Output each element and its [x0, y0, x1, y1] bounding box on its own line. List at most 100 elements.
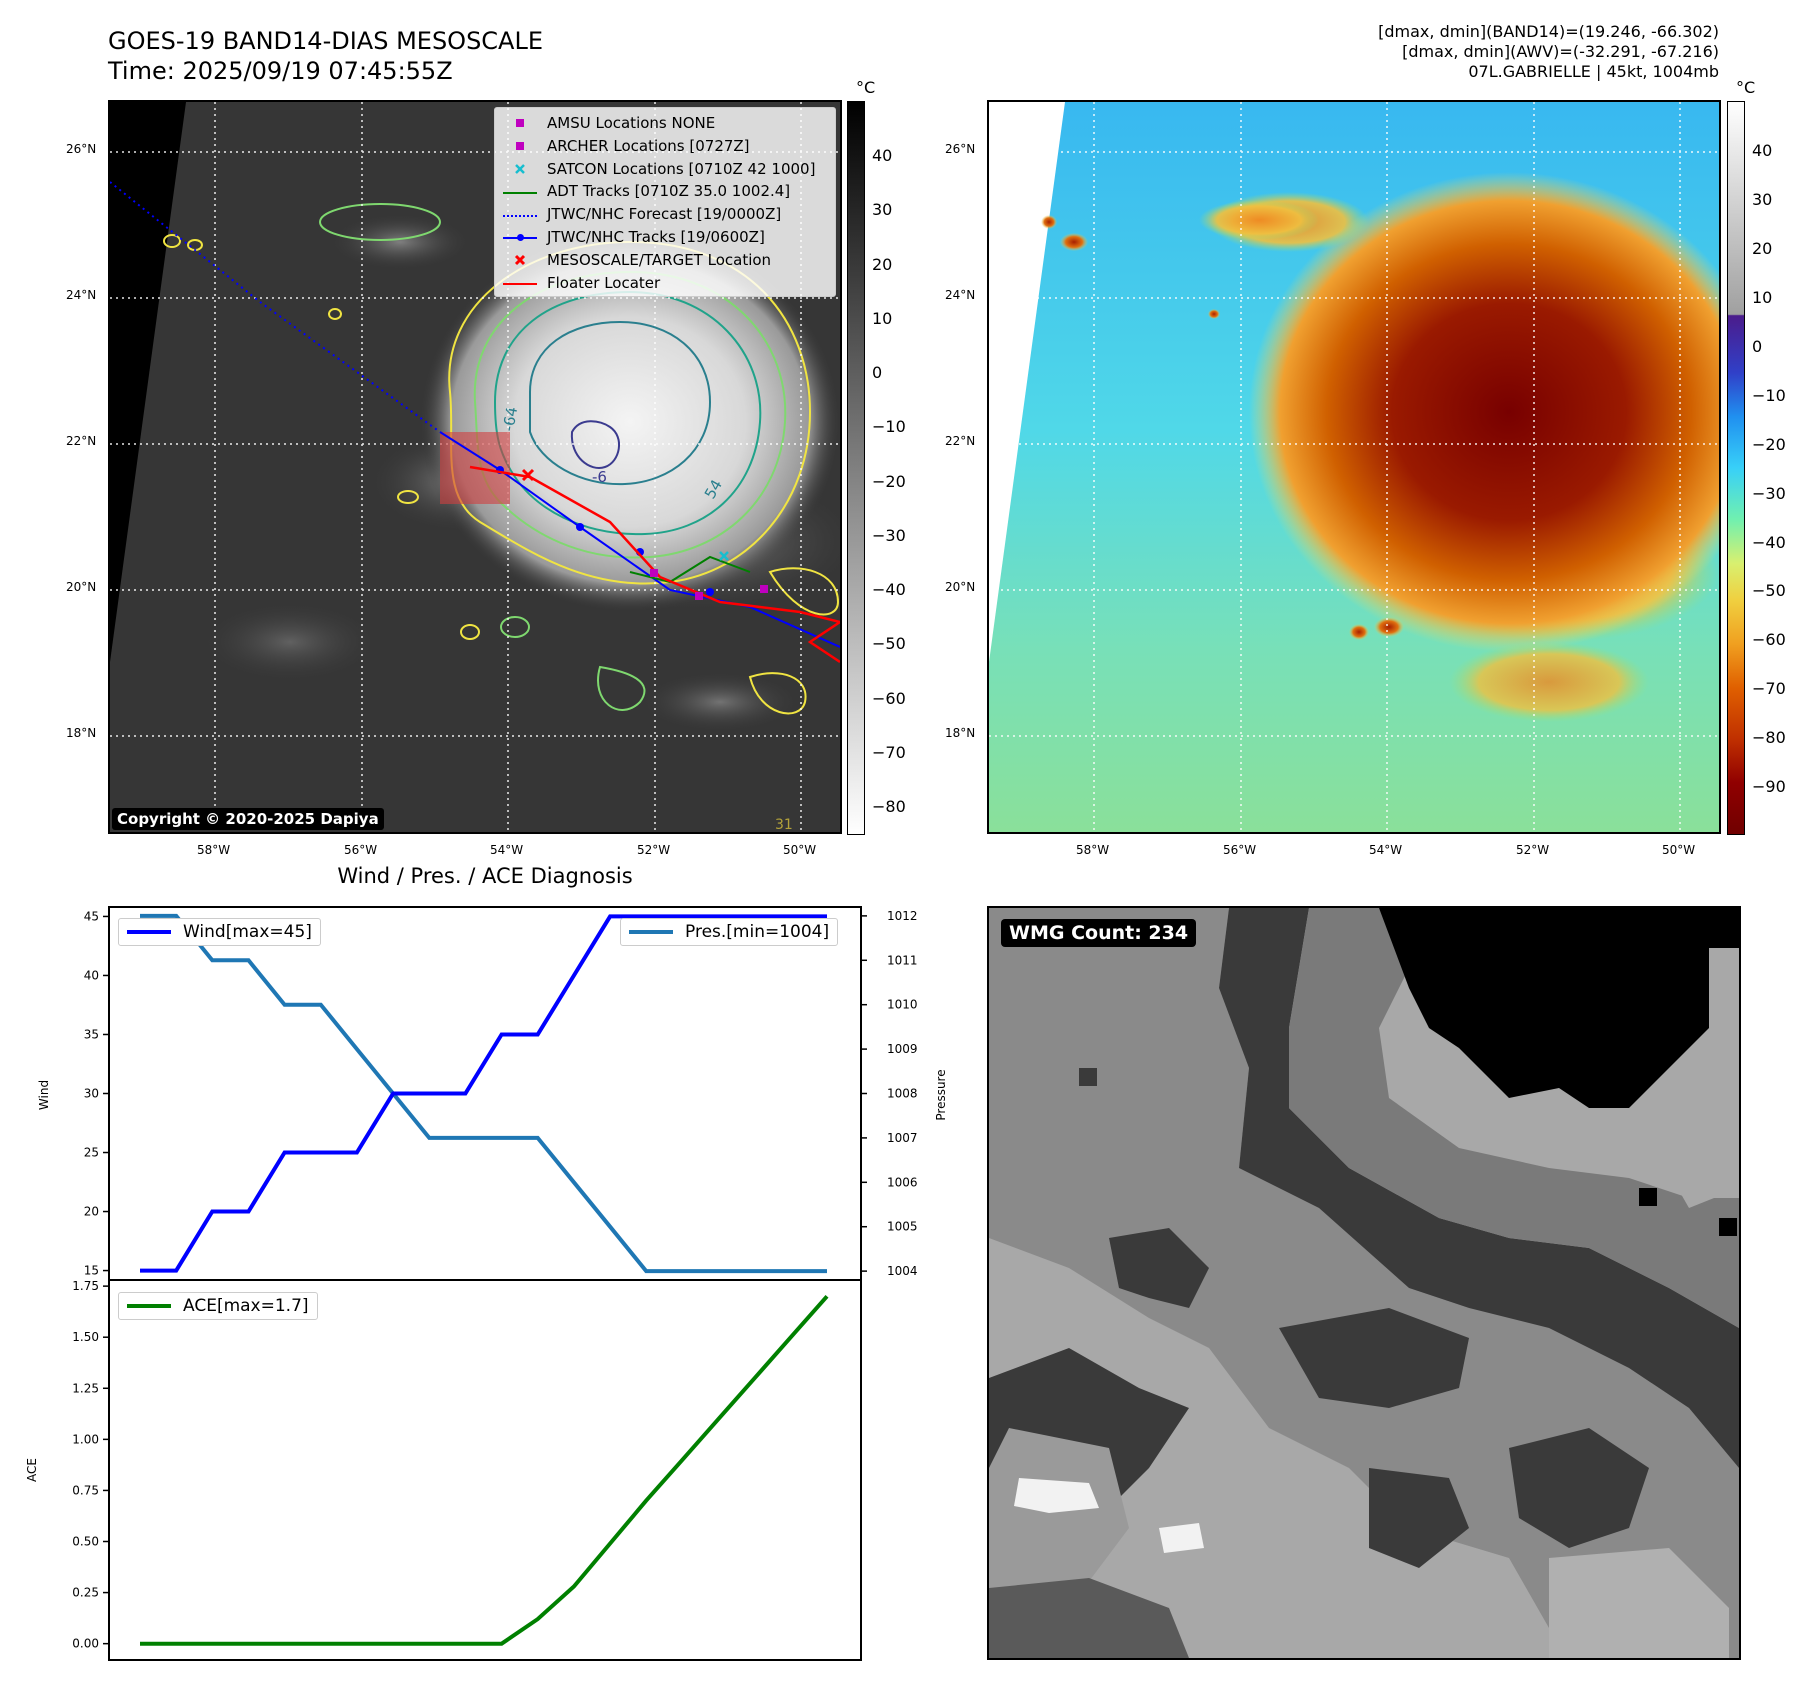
figure-title: GOES-19 BAND14-DIAS MESOSCALE — [108, 27, 544, 55]
colorbar-tick: −40 — [1752, 533, 1786, 552]
diagnosis-title: Wind / Pres. / ACE Diagnosis — [337, 864, 633, 888]
storm-info: 07L.GABRIELLE | 45kt, 1004mb — [1468, 62, 1719, 81]
wmg-grid — [989, 908, 1739, 1658]
wind-tick-label: 45 — [84, 909, 99, 923]
lat-label: 18°N — [945, 726, 976, 740]
wind-line — [140, 914, 827, 1273]
wind-axis: 15 20 25 30 35 40 45 — [84, 909, 109, 1278]
contour-inner — [529, 320, 712, 486]
colorbar-tick: −60 — [872, 689, 906, 708]
pressure-legend-line — [629, 930, 673, 934]
legend-item: MESOSCALE/TARGET Location — [503, 249, 827, 272]
contour-label: -64 — [499, 405, 521, 432]
colorbar-tick: −70 — [1752, 679, 1786, 698]
colorbar-tick: −20 — [872, 472, 906, 491]
band14-colorbar — [847, 101, 865, 835]
pressure-tick-label: 1009 — [887, 1042, 918, 1056]
pressure-tick-label: 1010 — [887, 998, 918, 1012]
ace-tick-label: 0.75 — [72, 1483, 99, 1497]
legend-item: Floater Locater — [503, 272, 827, 295]
ace-tick-label: 0.50 — [72, 1535, 99, 1549]
lon-label: 52°W — [1516, 843, 1550, 857]
wind-axis-label: Wind — [37, 1080, 51, 1110]
lat-label: 26°N — [945, 142, 976, 156]
ace-legend-label: ACE[max=1.7] — [183, 1296, 309, 1316]
wind-pressure-frame — [108, 906, 862, 1281]
ace-tick-label: 1.50 — [72, 1330, 99, 1344]
pressure-tick-label: 1011 — [887, 953, 918, 967]
wind-legend: Wind[max=45] — [118, 918, 321, 946]
colorbar-tick: −50 — [872, 634, 906, 653]
ace-line — [140, 1294, 829, 1646]
lon-label: 50°W — [1662, 843, 1696, 857]
lat-label: 22°N — [945, 434, 976, 448]
colorbar-tick: 0 — [1752, 337, 1763, 356]
colorbar-tick: 40 — [872, 146, 893, 165]
map-legend: AMSU Locations NONE ARCHER Locations [07… — [494, 107, 836, 298]
pressure-tick-label: 1008 — [887, 1087, 918, 1101]
storm-core — [1249, 172, 1719, 652]
legend-item: JTWC/NHC Forecast [19/0000Z] — [503, 203, 827, 226]
target-marker — [521, 468, 535, 482]
lon-label: 58°W — [1076, 843, 1110, 857]
lat-label: 26°N — [66, 142, 97, 156]
colorbar-tick: −10 — [1752, 386, 1786, 405]
colorbar-tick: −80 — [872, 797, 906, 816]
wind-tick-label: 40 — [84, 968, 99, 982]
ace-legend-line — [127, 1304, 171, 1308]
legend-item: JTWC/NHC Tracks [19/0600Z] — [503, 226, 827, 249]
wmg-panel: WMG Count: 234 — [987, 906, 1741, 1660]
contour-core — [570, 420, 620, 469]
colorbar-tick: −90 — [1752, 777, 1786, 796]
floater-locater — [469, 465, 840, 664]
awv-colorbar — [1727, 101, 1745, 835]
pressure-tick-label: 1007 — [887, 1131, 918, 1145]
colorbar-tick: −40 — [872, 580, 906, 599]
lat-label: 20°N — [66, 580, 97, 594]
ace-tick-label: 0.00 — [72, 1637, 99, 1651]
awv-map — [987, 100, 1721, 834]
ace-tick-label: 1.75 — [72, 1279, 99, 1293]
dmax-band14: [dmax, dmin](BAND14)=(19.246, -66.302) — [1378, 22, 1719, 41]
ace-tick-label: 0.25 — [72, 1586, 99, 1600]
colorbar-unit: °C — [1736, 78, 1756, 97]
colorbar-tick: −80 — [1752, 728, 1786, 747]
colorbar-tick: −10 — [872, 417, 906, 436]
contour-label: -6 — [592, 468, 607, 486]
colorbar-tick: 30 — [872, 200, 893, 219]
pressure-tick-label: 1005 — [887, 1220, 918, 1234]
colorbar-tick: 0 — [872, 363, 883, 382]
colorbar-tick: 10 — [872, 309, 893, 328]
wind-legend-label: Wind[max=45] — [183, 922, 312, 942]
colorbar-tick: −70 — [872, 743, 906, 762]
lon-label: 54°W — [490, 843, 524, 857]
lon-label: 52°W — [637, 843, 671, 857]
lat-label: 20°N — [945, 580, 976, 594]
pressure-legend-label: Pres.[min=1004] — [685, 922, 830, 942]
awv-map-svg — [989, 102, 1719, 832]
colorbar-tick: −30 — [872, 526, 906, 545]
cold-region — [1379, 908, 1739, 1108]
pressure-tick-label: 1012 — [887, 909, 918, 923]
ace-series — [140, 1294, 829, 1646]
ace-axis-label: ACE — [25, 1458, 39, 1482]
colorbar-tick: −30 — [1752, 484, 1786, 503]
pressure-axis-label: Pressure — [934, 1069, 948, 1120]
ace-legend: ACE[max=1.7] — [118, 1292, 318, 1320]
wind-pressure-series — [140, 913, 827, 1274]
lat-label: 24°N — [945, 288, 976, 302]
no-data-region — [989, 102, 1065, 662]
colorbar-tick: −60 — [1752, 630, 1786, 649]
wind-legend-line — [127, 930, 171, 934]
colorbar-tick: 20 — [1752, 239, 1773, 258]
lon-label: 50°W — [783, 843, 817, 857]
contour-label: 31 — [775, 817, 793, 832]
legend-item: ARCHER Locations [0727Z] — [503, 135, 827, 158]
colorbar-tick: −50 — [1752, 581, 1786, 600]
lon-label: 58°W — [197, 843, 231, 857]
lat-label: 18°N — [66, 726, 97, 740]
forecast-track — [110, 181, 441, 433]
ace-axis: 0.00 0.25 0.50 0.75 1.00 1.25 1.50 1.75 — [72, 1279, 109, 1651]
pressure-line — [140, 913, 827, 1274]
lat-label: 24°N — [66, 288, 97, 302]
